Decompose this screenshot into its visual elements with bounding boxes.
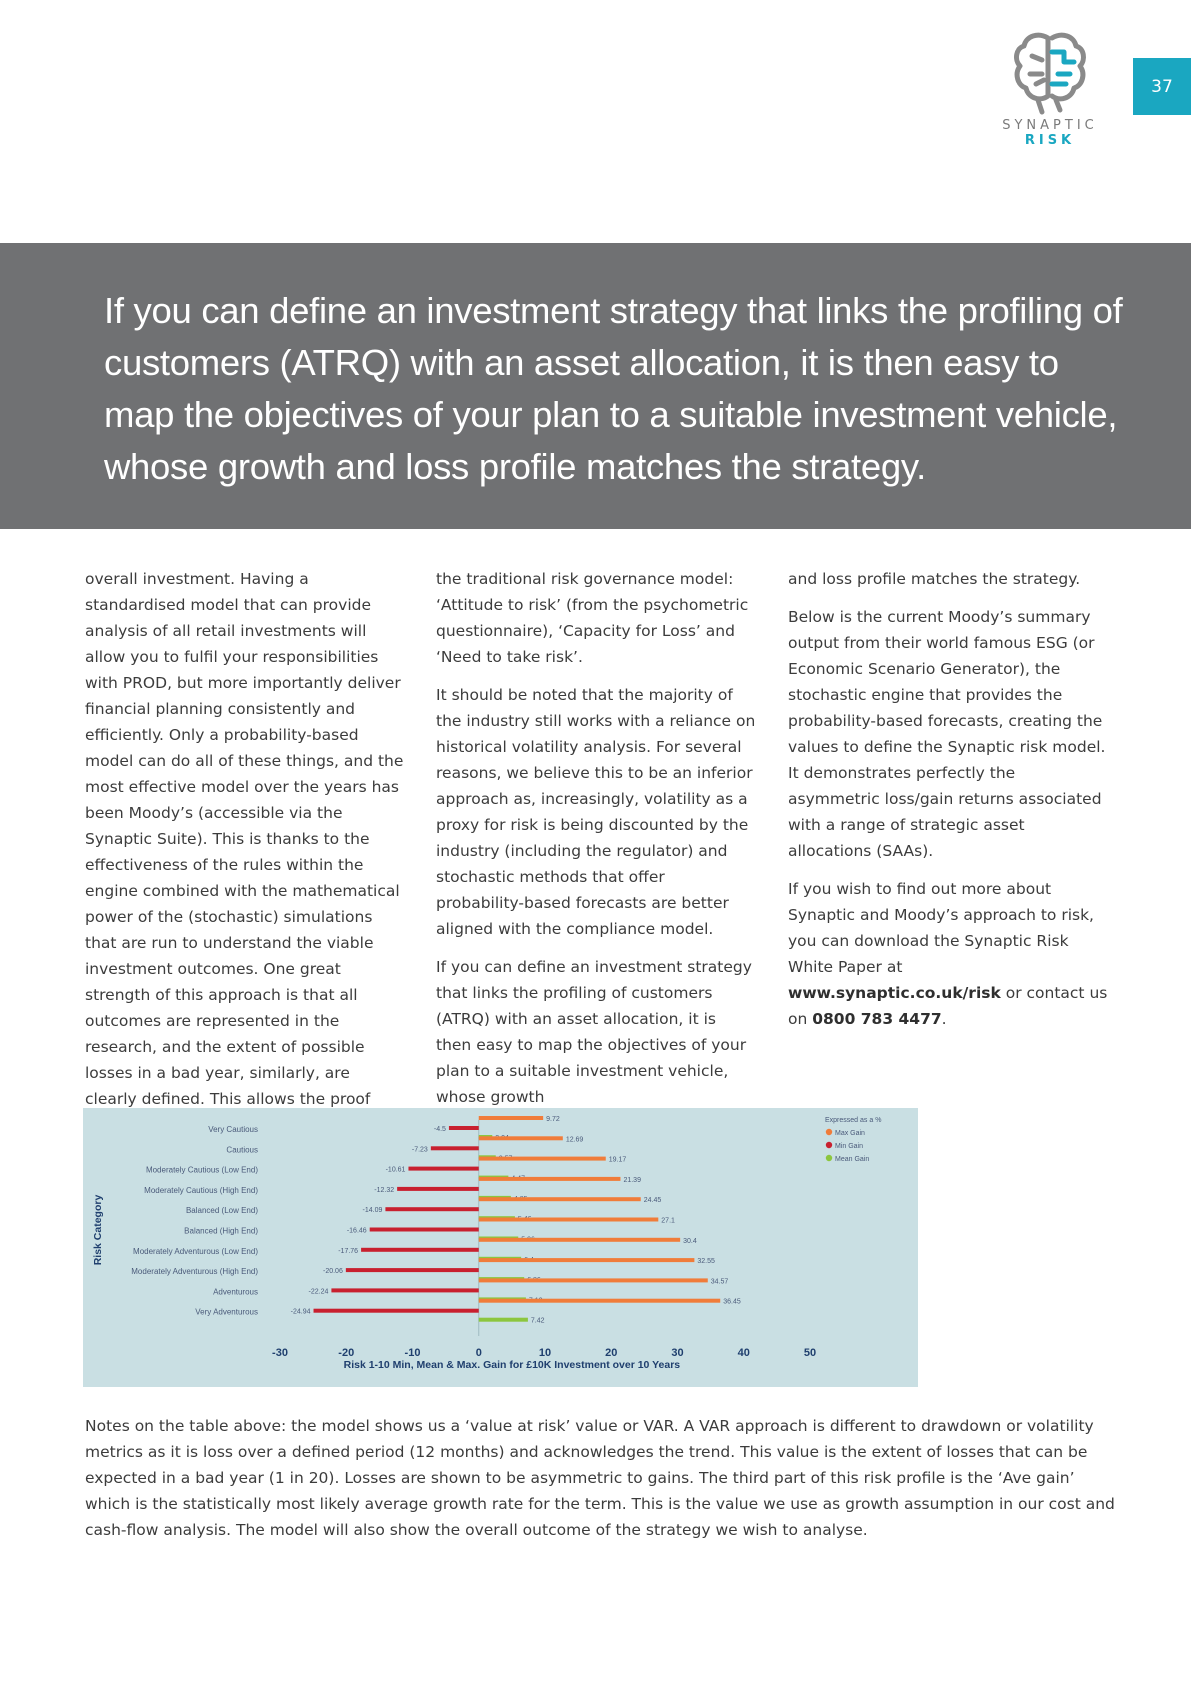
max-gain-bar <box>478 1298 721 1303</box>
max-gain-label: 12.69 <box>566 1136 584 1143</box>
min-gain-label: -17.76 <box>338 1248 358 1255</box>
risk-gain-chart: Very Cautious-4.59.722.04Cautious-7.2312… <box>83 1108 918 1387</box>
min-gain-label: -16.46 <box>347 1228 367 1235</box>
category-label: Moderately Cautious (Low End) <box>146 1166 258 1175</box>
category-label: Very Adventurous <box>195 1308 258 1317</box>
text-column-1: overall investment. Having a standardise… <box>85 566 405 1150</box>
legend-marker <box>825 1128 833 1136</box>
max-gain-label: 24.45 <box>644 1197 662 1204</box>
max-gain-bar <box>478 1258 695 1263</box>
column-2-paragraph-2: It should be noted that the majority of … <box>436 686 756 938</box>
max-gain-label: 19.17 <box>609 1157 627 1164</box>
min-gain-bar <box>430 1146 479 1151</box>
max-gain-label: 30.4 <box>683 1238 697 1245</box>
max-gain-bar <box>478 1278 708 1283</box>
min-gain-label: -22.24 <box>309 1288 329 1295</box>
logo-brand-line1: SYNAPTIC <box>1002 118 1098 133</box>
max-gain-label: 9.72 <box>546 1116 560 1123</box>
legend-marker <box>825 1154 833 1162</box>
max-gain-label: 21.39 <box>623 1177 641 1184</box>
legend-marker <box>825 1141 833 1149</box>
x-tick-label: -10 <box>405 1347 421 1359</box>
category-label: Cautious <box>226 1145 258 1154</box>
mean-gain-label: 7.42 <box>531 1318 545 1325</box>
column-1-paragraph-1: overall investment. Having a standardise… <box>85 570 404 1134</box>
headline: If you can define an investment strategy… <box>104 290 1123 487</box>
brain-icon <box>1014 32 1086 115</box>
chart-notes: Notes on the table above: the model show… <box>85 1417 1115 1539</box>
min-gain-label: -4.5 <box>434 1126 446 1133</box>
synaptic-risk-logo: SYNAPTIC RISK <box>990 30 1110 165</box>
min-gain-label: -20.06 <box>323 1268 343 1275</box>
category-label: Balanced (High End) <box>184 1227 258 1236</box>
max-gain-label: 32.55 <box>697 1258 715 1265</box>
column-3-paragraph-2: Below is the current Moody’s summary out… <box>788 608 1106 860</box>
min-gain-bar <box>361 1247 479 1252</box>
headline-banner: If you can define an investment strategy… <box>0 243 1191 529</box>
column-2-paragraph-3: If you can define an investment strategy… <box>436 958 752 1106</box>
min-gain-bar <box>345 1268 479 1273</box>
white-paper-link[interactable]: www.synaptic.co.uk/risk <box>788 984 1001 1002</box>
category-label: Very Cautious <box>208 1125 258 1134</box>
category-label: Adventurous <box>213 1287 258 1296</box>
category-label: Moderately Adventurous (High End) <box>131 1267 258 1276</box>
max-gain-bar <box>478 1136 563 1141</box>
x-tick-label: 40 <box>738 1347 750 1359</box>
column-3-paragraph-1: and loss profile matches the strategy. <box>788 570 1081 588</box>
min-gain-bar <box>397 1186 479 1191</box>
column-3-paragraph-3: If you wish to find out more about Synap… <box>788 876 1108 1032</box>
page-number: 37 <box>1133 58 1191 115</box>
x-tick-label: -30 <box>272 1347 288 1359</box>
max-gain-bar <box>478 1217 659 1222</box>
min-gain-label: -10.61 <box>386 1167 406 1174</box>
min-gain-bar <box>331 1288 479 1293</box>
max-gain-label: 36.45 <box>723 1299 741 1306</box>
min-gain-label: -12.32 <box>374 1187 394 1194</box>
x-tick-label: 0 <box>476 1347 482 1359</box>
legend-title: Expressed as a % <box>825 1117 881 1124</box>
legend-label: Mean Gain <box>835 1156 869 1163</box>
chart-svg: Very Cautious-4.59.722.04Cautious-7.2312… <box>92 1116 881 1371</box>
legend-label: Max Gain <box>835 1130 865 1137</box>
min-gain-label: -14.09 <box>363 1207 383 1214</box>
column-2-paragraph-1: the traditional risk governance model: ‘… <box>436 570 749 666</box>
x-axis-label: Risk 1-10 Min, Mean & Max. Gain for £10K… <box>344 1359 681 1371</box>
legend-label: Min Gain <box>835 1143 863 1150</box>
max-gain-label: 27.1 <box>661 1218 675 1225</box>
min-gain-label: -7.23 <box>412 1146 428 1153</box>
category-label: Moderately Cautious (High End) <box>144 1186 258 1195</box>
max-gain-label: 34.57 <box>711 1278 729 1285</box>
category-label: Moderately Adventurous (Low End) <box>133 1247 258 1256</box>
logo-brand-line2: RISK <box>1024 133 1076 148</box>
paragraph-text: . <box>941 1010 947 1028</box>
paragraph-text: If you wish to find out more about Synap… <box>788 880 1094 976</box>
category-label: Balanced (Low End) <box>186 1206 258 1215</box>
min-gain-bar <box>408 1166 479 1171</box>
max-gain-bar <box>478 1176 621 1181</box>
x-tick-label: 10 <box>539 1347 551 1359</box>
x-tick-label: 50 <box>804 1347 816 1359</box>
x-tick-label: 20 <box>605 1347 617 1359</box>
text-column-3: and loss profile matches the strategy. B… <box>788 566 1108 1044</box>
mean-gain-bar <box>478 1317 528 1322</box>
max-gain-bar <box>478 1237 681 1242</box>
x-tick-label: 30 <box>671 1347 683 1359</box>
min-gain-bar <box>385 1207 479 1212</box>
min-gain-label: -24.94 <box>291 1309 311 1316</box>
max-gain-bar <box>478 1197 641 1202</box>
max-gain-bar <box>478 1156 606 1161</box>
min-gain-bar <box>313 1308 479 1313</box>
min-gain-bar <box>369 1227 479 1232</box>
min-gain-bar <box>448 1126 479 1130</box>
paragraph-text: or contact us on <box>788 984 1108 1028</box>
text-column-2: the traditional risk governance model: ‘… <box>436 566 756 1122</box>
y-axis-label: Risk Category <box>92 1195 104 1266</box>
x-tick-label: -20 <box>338 1347 354 1359</box>
max-gain-bar <box>478 1116 544 1120</box>
contact-phone: 0800 783 4477 <box>812 1010 942 1028</box>
